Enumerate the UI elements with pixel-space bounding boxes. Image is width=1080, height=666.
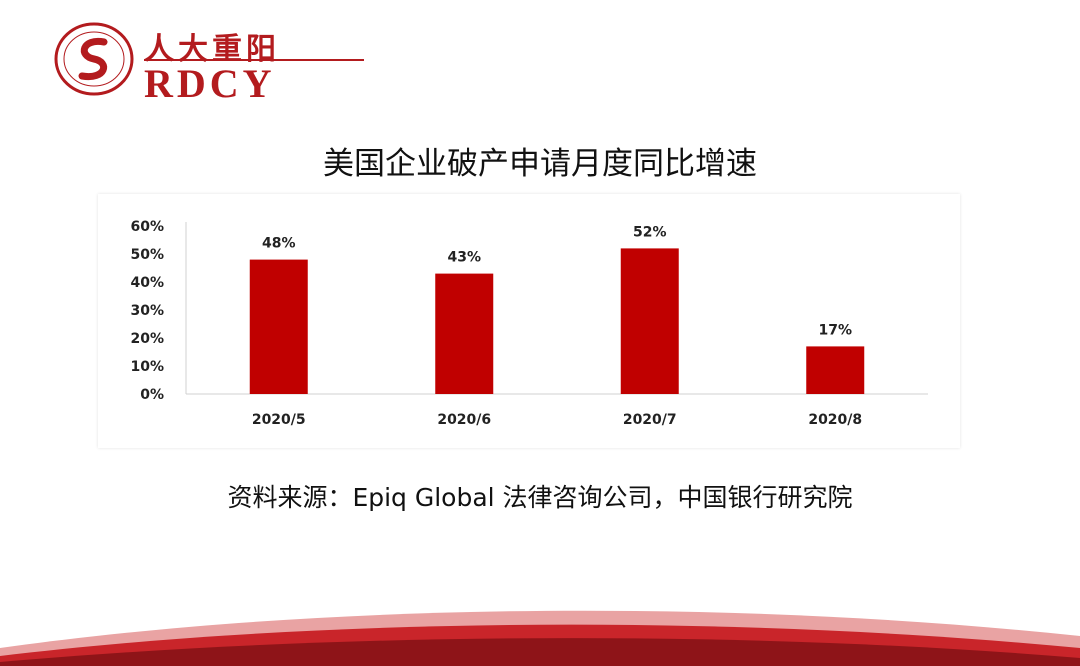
data-label: 52% — [633, 224, 667, 240]
rdcy-logo: 人大重阳 RDCY — [52, 20, 364, 106]
chart-panel: 0% 10% 20% 30% 40% 50% 60% 48% 2020/5 43% 2020/6 52… — [98, 194, 960, 448]
chart-title: 美国企业破产申请月度同比增速 — [323, 146, 757, 182]
y-tick-label: 20% — [130, 331, 164, 347]
y-tick-label: 0% — [140, 387, 164, 403]
x-tick-label: 2020/5 — [252, 412, 306, 428]
source-note: 资料来源：Epiq Global 法律咨询公司，中国银行研究院 — [227, 483, 853, 512]
rdcy-seal-logo-icon — [54, 22, 134, 96]
bar — [806, 346, 865, 394]
x-tick-label: 2020/7 — [623, 412, 677, 428]
bar — [435, 273, 494, 394]
y-tick-label: 40% — [130, 275, 164, 291]
data-label: 17% — [818, 322, 852, 338]
logo-divider — [144, 59, 364, 61]
y-tick-label: 60% — [130, 219, 164, 235]
x-tick-label: 2020/8 — [808, 412, 862, 428]
y-tick-label: 30% — [130, 303, 164, 319]
footer-wave-decoration — [0, 610, 1080, 666]
bar — [249, 259, 308, 394]
y-tick-label: 10% — [130, 359, 164, 375]
data-label: 43% — [447, 250, 481, 266]
bar — [620, 248, 679, 394]
logo-name-en: RDCY — [144, 61, 276, 106]
y-tick-label: 50% — [130, 247, 164, 263]
logo-name-cn: 人大重阳 — [144, 32, 280, 67]
x-tick-label: 2020/6 — [437, 412, 491, 428]
bar-chart: 0% 10% 20% 30% 40% 50% 60% 48% 2020/5 43% 2020/6 52… — [130, 219, 928, 428]
data-label: 48% — [262, 236, 296, 252]
